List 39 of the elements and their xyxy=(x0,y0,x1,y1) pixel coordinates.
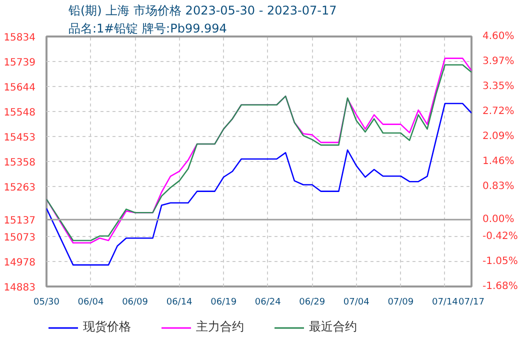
chart-title: 铅(期) 上海 市场价格 2023-05-30 - 2023-07-17 xyxy=(68,4,337,18)
y2-tick-label: 2.09% xyxy=(482,130,514,142)
y2-tick-label: 3.97% xyxy=(482,56,514,68)
y-tick-label: 15137 xyxy=(4,216,36,227)
legend-label: 现货价格 xyxy=(83,318,131,336)
y2-tick-label: -1.05% xyxy=(482,256,518,267)
y-tick-label: 15263 xyxy=(4,182,36,194)
y-tick-label: 14883 xyxy=(4,282,36,294)
x-tick-label: 06/04 xyxy=(78,298,104,308)
x-tick-label: 07/17 xyxy=(458,298,484,308)
x-tick-label: 06/24 xyxy=(254,298,282,308)
y2-tick-label: 4.60% xyxy=(482,31,514,42)
legend-label: 最近合约 xyxy=(309,318,357,336)
x-tick-label: 05/30 xyxy=(34,298,60,308)
y-tick-label: 15834 xyxy=(4,32,36,44)
chart-subtitle: 品名:1#铅锭 牌号:Pb99.994 xyxy=(68,22,227,36)
y-tick-label: 14978 xyxy=(4,258,36,269)
y2-tick-label: 0.00% xyxy=(482,214,514,226)
y2-tick-label: 2.72% xyxy=(482,106,514,117)
y-tick-label: 15644 xyxy=(4,82,36,94)
x-tick-label: 07/09 xyxy=(388,298,414,308)
x-tick-label: 07/04 xyxy=(343,298,370,308)
y-tick-label: 15358 xyxy=(4,158,36,169)
y2-tick-label: 3.35% xyxy=(482,80,514,92)
y2-tick-label: -1.68% xyxy=(482,281,518,292)
x-tick-label: 06/19 xyxy=(210,298,237,308)
x-tick-label: 07/14 xyxy=(432,298,458,308)
legend-label: 主力合约 xyxy=(196,318,244,336)
y2-tick-label: -0.42% xyxy=(482,230,518,242)
y2-tick-label: 1.46% xyxy=(482,156,514,167)
y-tick-label: 15453 xyxy=(4,132,36,144)
x-tick-label: 06/09 xyxy=(122,298,148,308)
y-tick-label: 15548 xyxy=(4,108,36,119)
x-tick-label: 06/29 xyxy=(299,298,326,308)
y2-tick-label: 0.83% xyxy=(482,181,514,192)
x-tick-label: 06/14 xyxy=(166,298,193,308)
y-tick-label: 15073 xyxy=(4,232,36,244)
y-tick-label: 15739 xyxy=(4,57,36,68)
line-series xyxy=(46,102,472,266)
